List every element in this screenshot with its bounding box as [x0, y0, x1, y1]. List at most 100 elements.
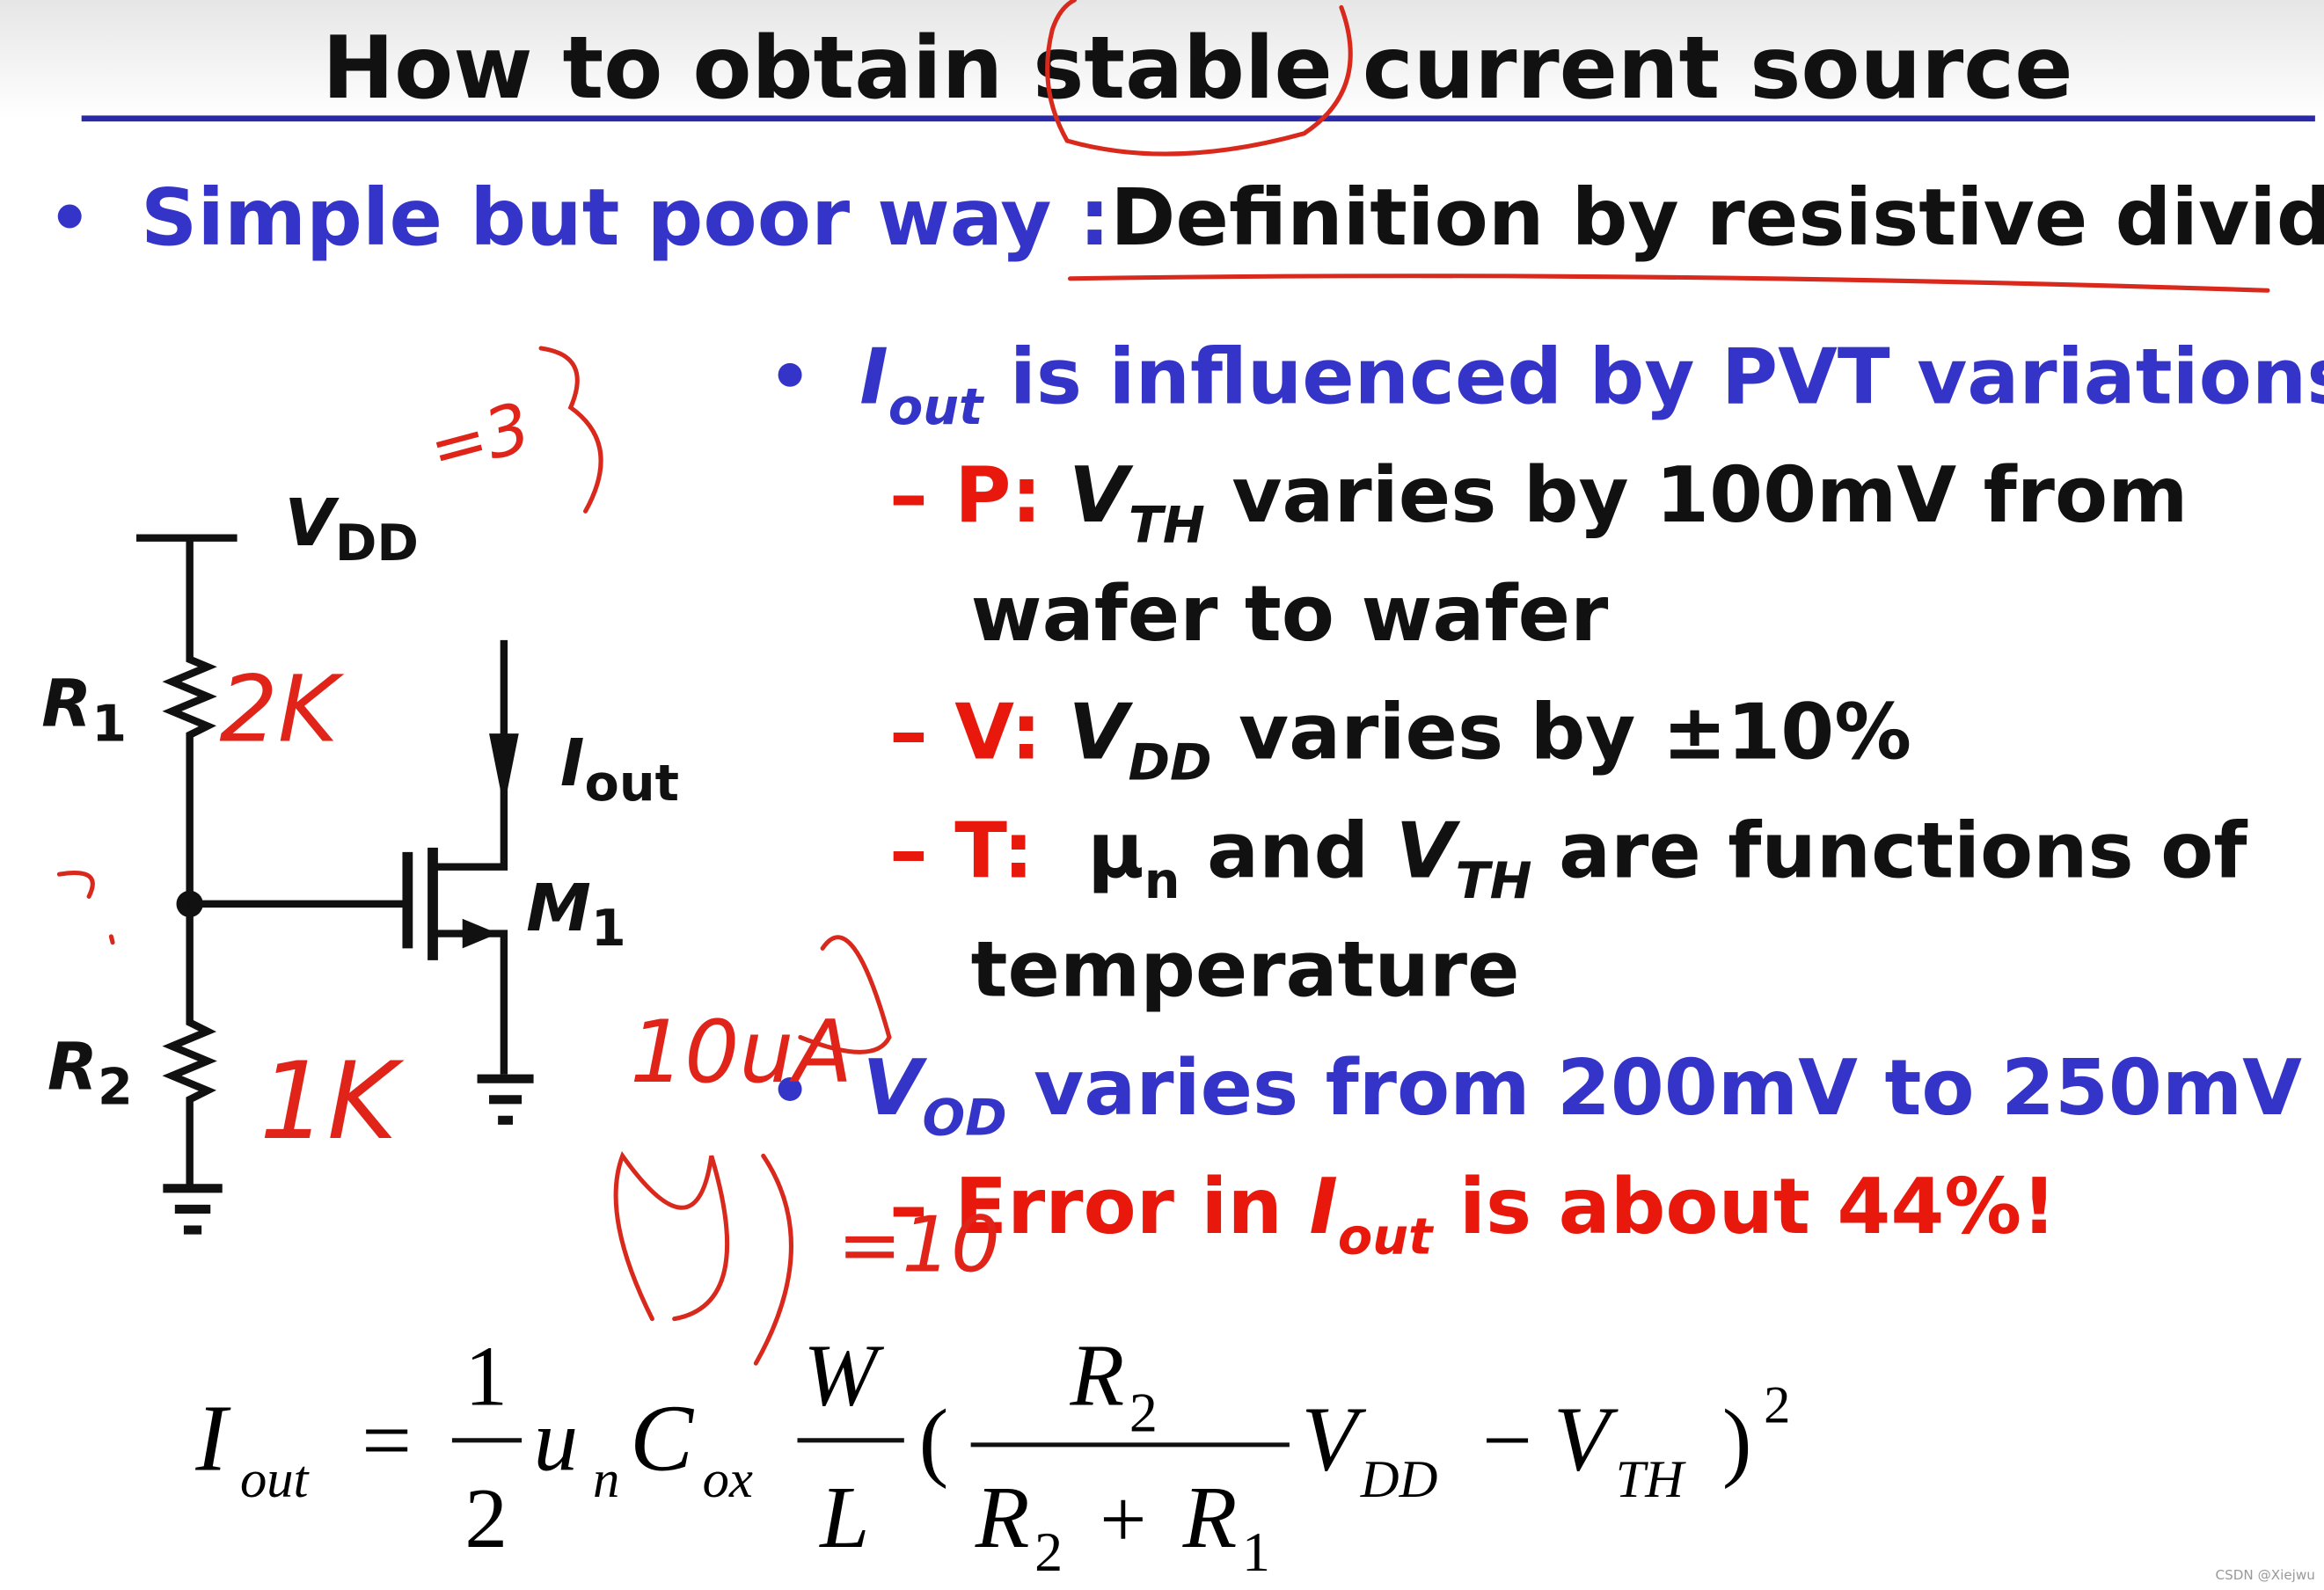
symbol: V: [863, 1043, 928, 1133]
item-label: – V:: [889, 688, 1069, 777]
item-label: – Error in: [889, 1162, 1309, 1251]
formula-part: I: [194, 1387, 231, 1492]
formula-part: out: [240, 1450, 311, 1509]
item-mid: and: [1180, 806, 1396, 896]
ink-mark: [56, 870, 115, 945]
header-band: [0, 0, 2324, 119]
source-arrow: [462, 918, 499, 949]
symbol-sub: n: [1144, 851, 1180, 910]
formula-part: V: [1301, 1389, 1366, 1491]
symbol-sub: 1: [591, 899, 626, 958]
ink-brace: [538, 346, 603, 514]
vdd-label: VDD: [285, 485, 419, 573]
formula-part: 1: [464, 1329, 508, 1424]
od-text: varies from 200mV to 250mV: [1007, 1043, 2303, 1133]
formula-part: 1: [1242, 1521, 1270, 1583]
item-label: – T:: [889, 806, 1034, 896]
item-text-cont: temperature: [971, 924, 1520, 1014]
symbol-sub: 2: [98, 1057, 133, 1116]
r1-label: R1: [41, 667, 127, 754]
symbol-sub: DD: [1128, 733, 1211, 791]
formula-part: L: [818, 1468, 869, 1566]
formula-part: 2: [1764, 1376, 1790, 1435]
item-text: is about 44%!: [1432, 1162, 2057, 1251]
formula-part: +: [1100, 1474, 1146, 1565]
formula-part: u: [534, 1391, 579, 1490]
source: [433, 930, 508, 1075]
pvt-text: is influenced by PVT variations: [983, 332, 2324, 421]
p-line: – P: VTH varies by 100mV from: [889, 450, 2188, 555]
formula-part: n: [593, 1450, 619, 1509]
symbol: I: [560, 726, 585, 801]
formula-part: TH: [1616, 1450, 1687, 1509]
symbol-sub: DD: [335, 514, 419, 573]
divider: [162, 537, 217, 1185]
formula-part: V: [1553, 1389, 1619, 1491]
slide-title: How to obtain stable current source: [322, 18, 2072, 119]
annotation: 10uA: [630, 1003, 852, 1103]
symbol: V: [1069, 450, 1134, 540]
formula-part: 2: [1129, 1382, 1158, 1444]
formula-part: DD: [1360, 1450, 1438, 1509]
intro-line: Simple but poor way :Definition by resis…: [141, 172, 2324, 264]
item-label: – P:: [889, 450, 1069, 540]
current-arrow: [489, 733, 519, 808]
intro-lead: Simple but poor way :: [141, 172, 1110, 264]
symbol-sub: TH: [1129, 496, 1205, 555]
intro-text: Definition by resistive divider.: [1110, 172, 2324, 264]
symbol-sub: out: [1338, 1207, 1435, 1266]
pvt-line: Iout is influenced by PVT variations: [859, 332, 2324, 436]
symbol: I: [859, 332, 888, 421]
ink-circle: [1045, 0, 1353, 157]
formula-part: (: [919, 1391, 949, 1490]
symbol-sub: OD: [922, 1089, 1006, 1148]
bullet: [57, 204, 82, 229]
drain: [433, 639, 508, 871]
symbol-sub: 1: [91, 694, 127, 753]
formula-part: R: [975, 1468, 1030, 1566]
formula-part: W: [803, 1325, 884, 1424]
v-line: – V: VDD varies by ±10%: [889, 688, 1911, 792]
m1-label: M1: [526, 871, 626, 958]
r2-label: R2: [48, 1029, 133, 1116]
ink-stroke: [613, 935, 892, 1366]
annotation: =10: [837, 1200, 1000, 1290]
formula-part: ): [1722, 1391, 1752, 1490]
formula-part: −: [1482, 1391, 1532, 1490]
annotation: 2K: [219, 655, 344, 762]
symbol: I: [1309, 1162, 1338, 1251]
formula-part: R: [1182, 1468, 1238, 1566]
circuit: VDD R1 R2 Iout M1: [41, 485, 679, 1235]
symbol: R: [41, 667, 91, 742]
bullet: [778, 362, 802, 387]
formula-part: =: [362, 1391, 412, 1490]
error-line: – Error in Iout is about 44%!: [889, 1162, 2057, 1266]
symbol: M: [526, 871, 591, 946]
node: [176, 890, 203, 918]
item-text-cont: wafer to wafer: [971, 569, 1609, 659]
watermark: CSDN @Xiejwu: [2216, 1567, 2315, 1583]
formula: I out = 1 2 u n C ox W L ( R 2 R 2 + R 1…: [194, 1325, 1790, 1583]
symbol-sub: out: [888, 377, 985, 436]
symbol: V: [1396, 806, 1461, 896]
formula-part: ox: [703, 1450, 753, 1509]
symbol: μ: [1034, 806, 1144, 896]
formula-part: 2: [464, 1471, 508, 1566]
formula-part: C: [630, 1387, 694, 1492]
formula-part: R: [1070, 1325, 1125, 1424]
symbol: V: [285, 485, 340, 561]
item-text: varies by 100mV from: [1205, 450, 2189, 540]
symbol-sub: TH: [1456, 851, 1532, 910]
od-line: VOD varies from 200mV to 250mV: [863, 1043, 2303, 1148]
item-text: are functions of: [1532, 806, 2248, 896]
bullet: [778, 1076, 802, 1101]
iout-label: Iout: [560, 726, 679, 813]
annotation: 1K: [259, 1039, 405, 1163]
item-text: varies by ±10%: [1212, 688, 1911, 777]
symbol-sub: out: [585, 754, 679, 813]
ink-underline: [1068, 274, 2270, 293]
t-line: – T: μn and VTH are functions of: [889, 806, 2247, 911]
